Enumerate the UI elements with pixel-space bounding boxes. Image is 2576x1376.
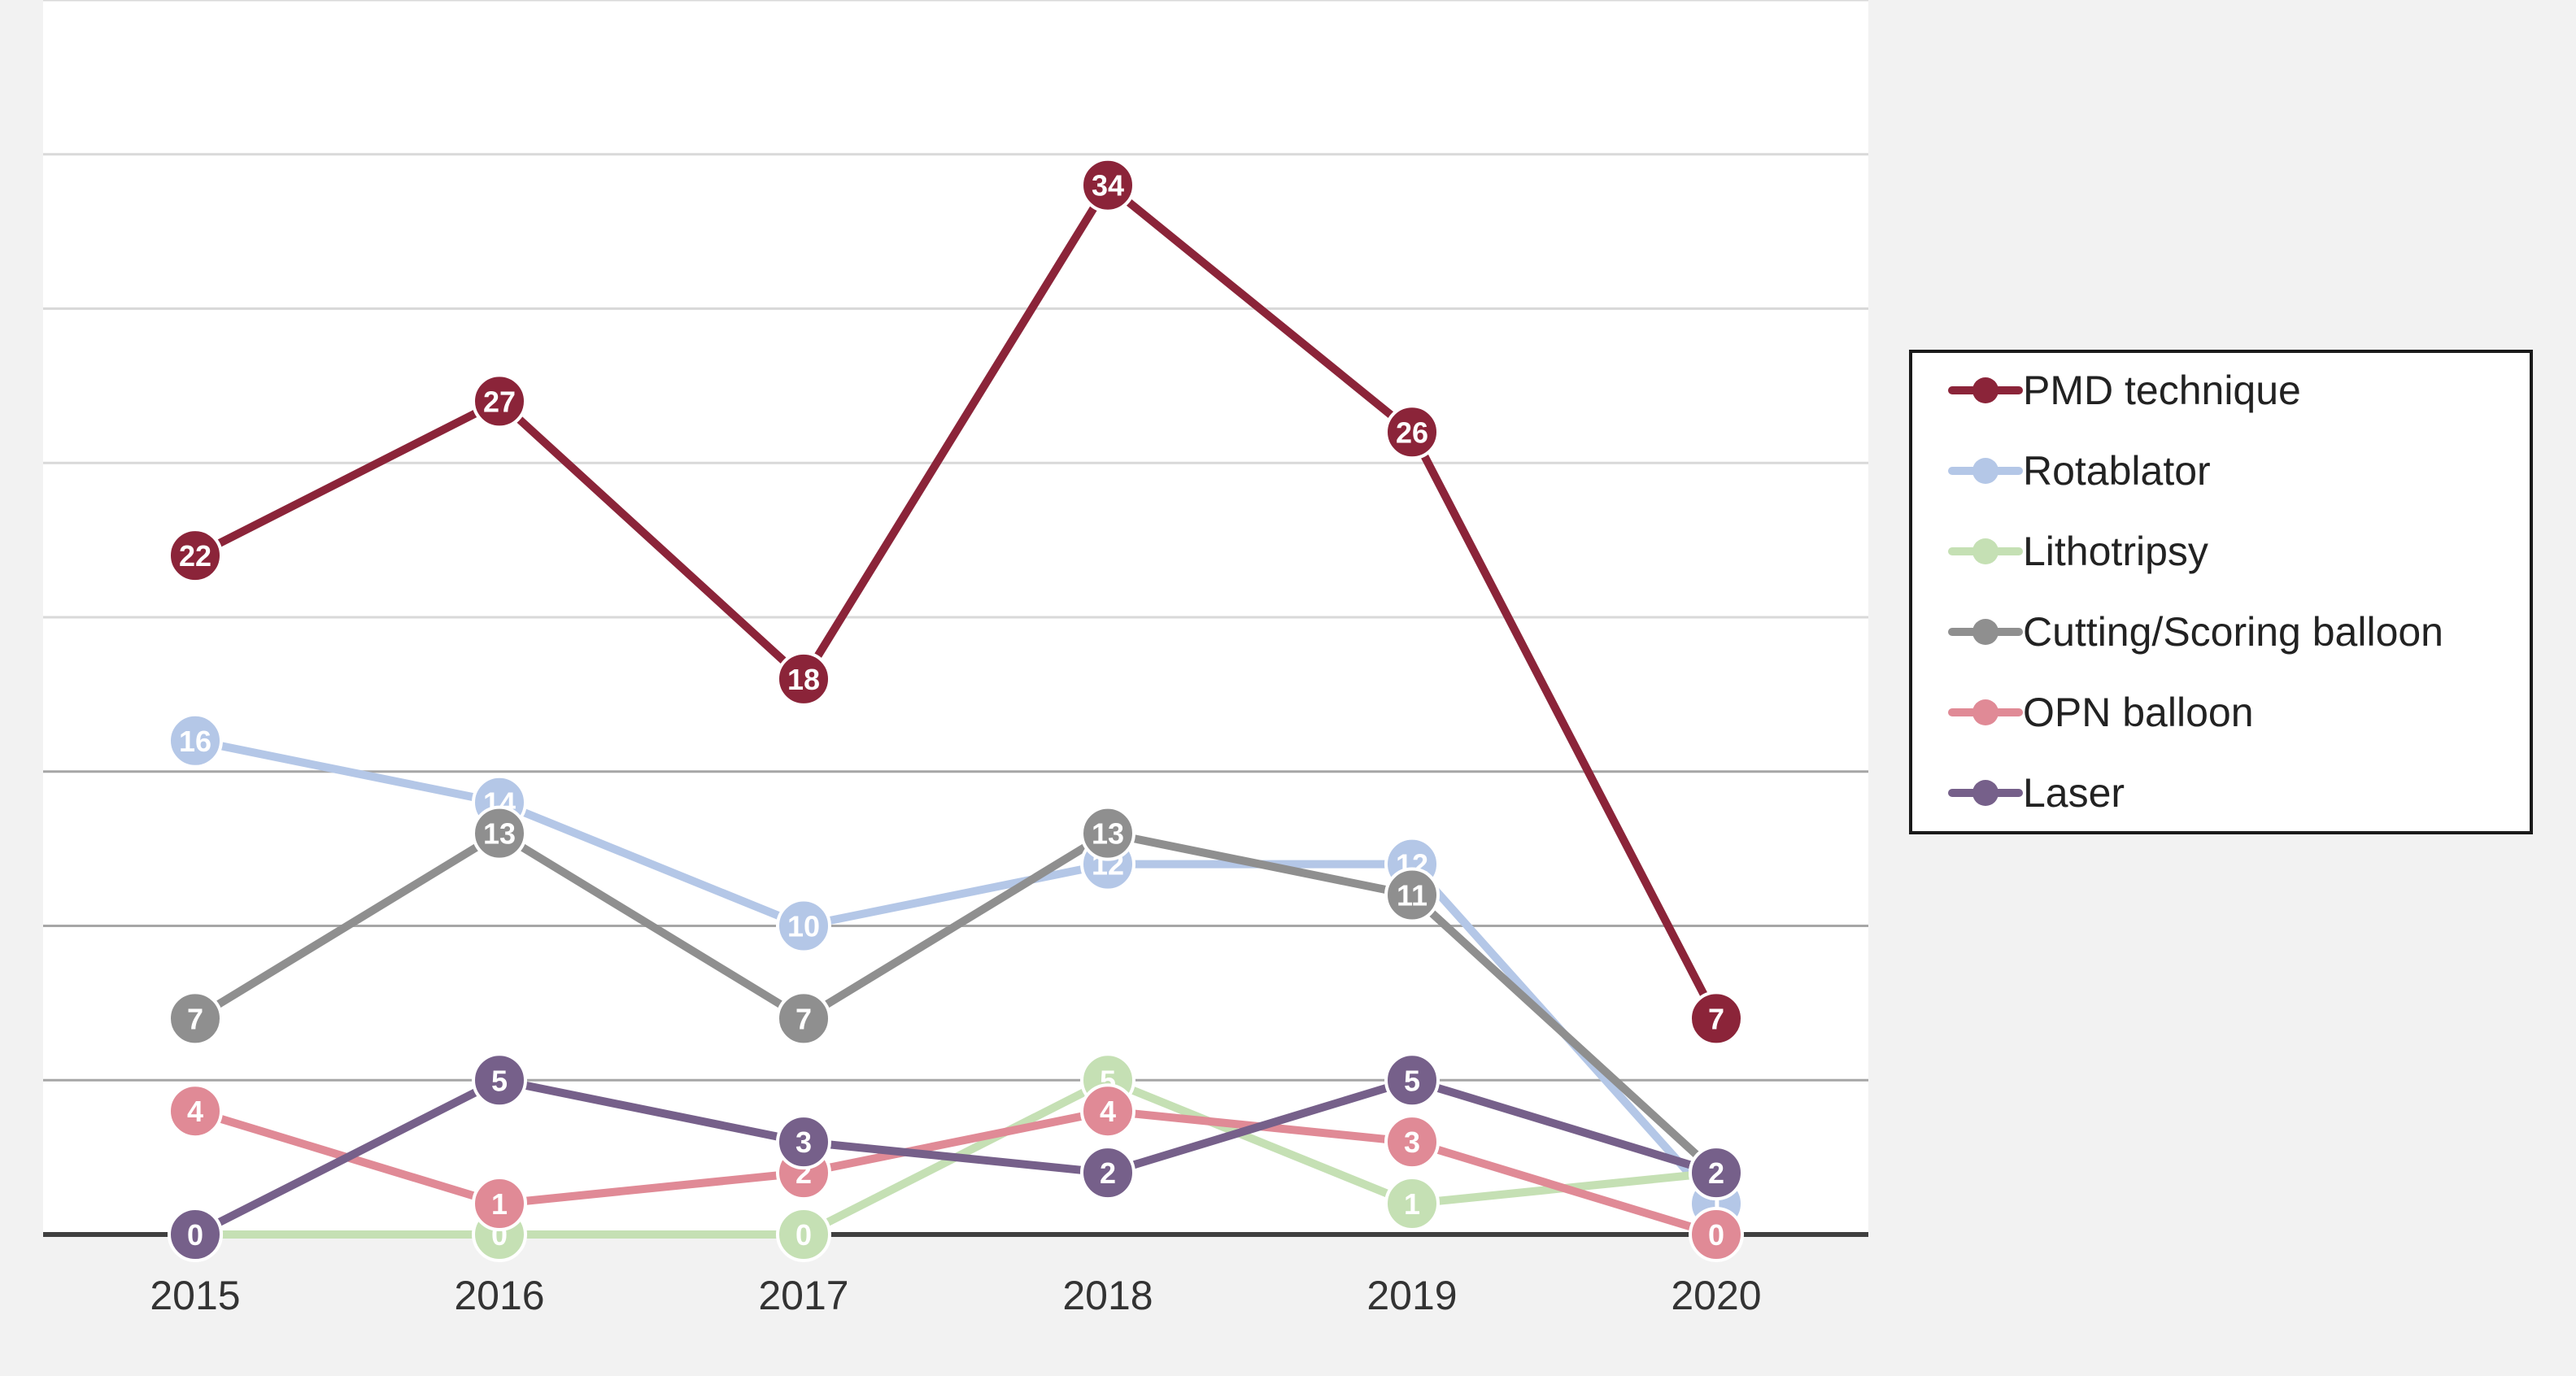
data-label: 10 bbox=[787, 910, 820, 943]
legend-swatch-marker bbox=[1972, 458, 1998, 484]
data-point-laser bbox=[1689, 1145, 1744, 1201]
data-point-opn-balloon bbox=[472, 1176, 527, 1232]
legend: PMD technique Rotablator Lithotripsy Cuttin… bbox=[1909, 350, 2533, 834]
data-point-cutting-scoring-balloon bbox=[472, 805, 527, 861]
legend-swatch-marker bbox=[1972, 377, 1998, 403]
data-point-opn-balloon bbox=[1384, 1114, 1440, 1170]
data-label: 2 bbox=[1708, 1156, 1724, 1190]
data-label: 5 bbox=[491, 1064, 508, 1097]
data-label: 3 bbox=[1404, 1126, 1420, 1159]
data-label: 7 bbox=[187, 1002, 203, 1035]
data-point-cutting-scoring-balloon bbox=[1080, 805, 1135, 861]
data-label: 7 bbox=[795, 1002, 812, 1035]
data-point-laser bbox=[1080, 1145, 1135, 1201]
x-tick-label: 2018 bbox=[1062, 1273, 1153, 1318]
data-point-rotablator bbox=[168, 712, 223, 769]
data-point-pmd-technique bbox=[1689, 991, 1744, 1047]
legend-label-opn-balloon: OPN balloon bbox=[2023, 690, 2254, 735]
data-point-laser bbox=[168, 1207, 223, 1262]
data-point-pmd-technique bbox=[1384, 404, 1440, 460]
data-label: 4 bbox=[1100, 1095, 1116, 1128]
legend-label-cutting-scoring-balloon: Cutting/Scoring balloon bbox=[2023, 609, 2443, 655]
data-point-laser bbox=[472, 1052, 527, 1108]
legend-swatch-marker bbox=[1972, 780, 1998, 806]
legend-label-lithotripsy: Lithotripsy bbox=[2023, 529, 2208, 574]
data-point-opn-balloon bbox=[1080, 1083, 1135, 1139]
series-line-cutting-scoring-balloon bbox=[191, 829, 1720, 1178]
data-point-cutting-scoring-balloon bbox=[168, 991, 223, 1047]
data-label: 16 bbox=[179, 725, 211, 758]
legend-label-laser: Laser bbox=[2023, 770, 2125, 816]
x-tick-label: 2017 bbox=[758, 1273, 848, 1318]
series-line-laser bbox=[191, 1076, 1720, 1239]
data-label: 13 bbox=[483, 817, 516, 851]
data-label: 22 bbox=[179, 539, 211, 573]
legend-swatch-marker bbox=[1972, 538, 1998, 564]
legend-swatch-marker bbox=[1972, 619, 1998, 645]
data-point-pmd-technique bbox=[168, 528, 223, 584]
data-label: 11 bbox=[1397, 879, 1427, 912]
data-point-cutting-scoring-balloon bbox=[776, 991, 831, 1047]
data-point-pmd-technique bbox=[472, 373, 527, 429]
data-point-opn-balloon bbox=[168, 1083, 223, 1139]
legend-swatch-marker bbox=[1972, 699, 1998, 725]
data-point-pmd-technique bbox=[776, 651, 831, 707]
data-point-rotablator bbox=[776, 898, 831, 954]
data-label: 1 bbox=[491, 1187, 508, 1221]
data-point-cutting-scoring-balloon bbox=[1384, 867, 1440, 923]
data-label: 0 bbox=[1708, 1218, 1724, 1252]
series-line-opn-balloon bbox=[191, 1107, 1720, 1239]
data-point-lithotripsy bbox=[1384, 1176, 1440, 1232]
data-point-lithotripsy bbox=[776, 1207, 831, 1262]
data-label: 13 bbox=[1092, 817, 1124, 851]
legend-label-pmd-technique: PMD technique bbox=[2023, 368, 2301, 413]
x-tick-label: 2019 bbox=[1366, 1273, 1457, 1318]
data-point-pmd-technique bbox=[1080, 157, 1135, 213]
data-point-opn-balloon bbox=[1689, 1207, 1744, 1262]
data-label: 4 bbox=[187, 1095, 203, 1128]
data-label: 0 bbox=[187, 1218, 203, 1252]
x-tick-label: 2020 bbox=[1671, 1273, 1761, 1318]
data-label: 18 bbox=[787, 663, 820, 696]
x-tick-label: 2015 bbox=[150, 1273, 240, 1318]
data-label: 27 bbox=[483, 385, 516, 418]
series-line-rotablator bbox=[191, 736, 1720, 1208]
data-point-laser bbox=[776, 1114, 831, 1170]
data-point-laser bbox=[1384, 1052, 1440, 1108]
data-label: 34 bbox=[1092, 169, 1124, 202]
data-label: 0 bbox=[795, 1218, 812, 1252]
data-label: 5 bbox=[1404, 1064, 1420, 1097]
legend-box bbox=[1909, 350, 2533, 834]
data-label: 26 bbox=[1396, 416, 1428, 449]
x-tick-label: 2016 bbox=[454, 1273, 544, 1318]
data-label: 7 bbox=[1708, 1002, 1724, 1035]
legend-label-rotablator: Rotablator bbox=[2023, 448, 2211, 494]
series-line-pmd-technique bbox=[191, 181, 1720, 1023]
data-label: 1 bbox=[1404, 1187, 1420, 1221]
data-label: 3 bbox=[795, 1126, 812, 1159]
data-label: 2 bbox=[1100, 1156, 1116, 1190]
